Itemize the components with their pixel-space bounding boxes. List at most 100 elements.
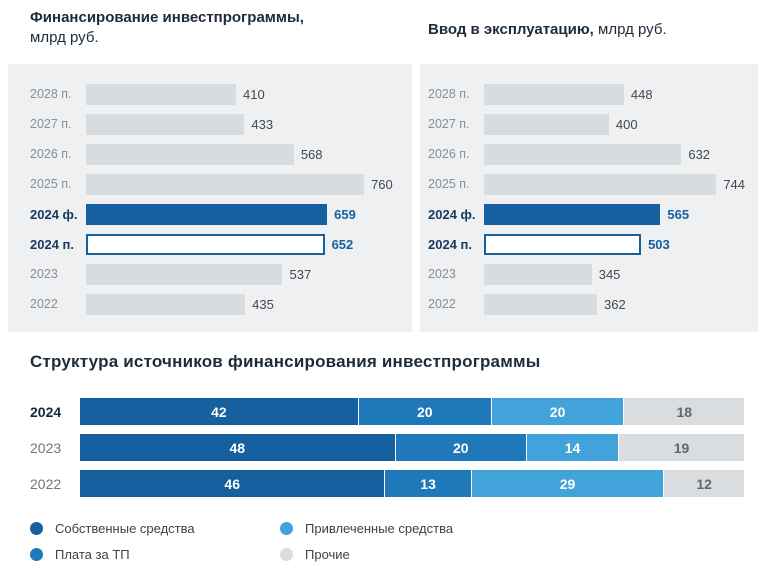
- value-label: 448: [630, 86, 653, 102]
- bar-track: 659: [86, 203, 402, 225]
- category-label: 2025 п.: [428, 177, 470, 191]
- category-label: 2024 п.: [30, 236, 74, 252]
- bar-track: 565: [484, 203, 748, 225]
- bar-track: 744: [484, 173, 748, 195]
- bar-track: 433: [86, 113, 402, 135]
- bar-row: 2024 ф. 659: [30, 199, 402, 229]
- bar-track: 410: [86, 83, 402, 105]
- category-label: 2024 ф.: [30, 206, 78, 222]
- segment: 19: [619, 434, 744, 461]
- bar-track: 503: [484, 233, 748, 255]
- bar: [484, 263, 592, 285]
- bar-row: 2026 п. 568: [30, 139, 402, 169]
- financing-title-unit: млрд руб.: [30, 28, 99, 46]
- bar-row: 2027 п. 433: [30, 109, 402, 139]
- bar-fact: [86, 203, 328, 225]
- bar-track: 760: [86, 173, 402, 195]
- commissioning-title-text: Ввод в эксплуатацию,: [428, 21, 594, 38]
- structure-plot-area: 2024 42 20 20 18 2023 48 20 14 19 2022 46 13 29 12: [30, 398, 744, 497]
- category-label: 2023: [30, 267, 58, 281]
- bar-row: 2025 п. 760: [30, 169, 402, 199]
- legend: Собственные средства Привлеченные средств…: [30, 521, 758, 562]
- legend-label: Собственные средства: [55, 521, 195, 536]
- bar-row: 2022 435: [30, 289, 402, 319]
- stacked-row: 2022 46 13 29 12: [30, 470, 744, 497]
- bar-track: 632: [484, 143, 748, 165]
- category-label: 2023: [30, 439, 62, 456]
- value-label: 410: [243, 86, 265, 102]
- bar-plan: [484, 233, 642, 255]
- commissioning-plot-area: 2028 п. 448 2027 п. 400 2026 п. 632 2025 п. 744…: [420, 64, 758, 332]
- bar-track: 448: [484, 83, 748, 105]
- bar-row: 2023 345: [428, 259, 748, 289]
- legend-dot: [30, 548, 43, 561]
- segment: 12: [664, 470, 744, 497]
- commissioning-chart-title: Ввод в эксплуатацию, млрд руб.: [420, 8, 758, 64]
- stacked-row: 2024 42 20 20 18: [30, 398, 744, 425]
- segment: 46: [80, 470, 386, 497]
- legend-label: Привлеченные средства: [305, 521, 454, 536]
- segment: 20: [395, 434, 528, 461]
- category-label: 2028 п.: [30, 87, 72, 101]
- legend-dot: [280, 522, 293, 535]
- bar-track: 362: [484, 293, 748, 315]
- category-label: 2022: [30, 297, 58, 311]
- category-label: 2027 п.: [428, 117, 470, 131]
- value-label: 503: [648, 236, 670, 252]
- value-label: 362: [604, 296, 626, 312]
- bar: [86, 263, 283, 285]
- bar-row: 2023 537: [30, 259, 402, 289]
- stacked-bar: 46 13 29 12: [80, 470, 744, 497]
- financing-chart-title: Финансирование инвестпрограммы, млрд руб…: [8, 8, 412, 64]
- bar-track: 400: [484, 113, 748, 135]
- legend-item: Прочие: [280, 547, 758, 562]
- bar-row: 2028 п. 448: [428, 79, 748, 109]
- bar-row: 2024 ф. 565: [428, 199, 748, 229]
- legend-label: Плата за ТП: [55, 547, 130, 562]
- category-label: 2022: [30, 475, 62, 492]
- category-label: 2028 п.: [428, 87, 470, 101]
- legend-item: Собственные средства: [30, 521, 280, 536]
- value-label: 345: [598, 266, 621, 282]
- segment: 18: [624, 398, 744, 425]
- bar: [484, 143, 682, 165]
- bar-row: 2026 п. 632: [428, 139, 748, 169]
- bar-fact: [484, 203, 661, 225]
- category-label: 2022: [428, 297, 456, 311]
- legend-item: Привлеченные средства: [280, 521, 758, 536]
- bar-row: 2027 п. 400: [428, 109, 748, 139]
- bar: [86, 173, 365, 195]
- value-label: 632: [688, 146, 711, 162]
- bar: [484, 173, 717, 195]
- value-label: 537: [289, 266, 312, 282]
- commissioning-chart: Ввод в эксплуатацию, млрд руб. 2028 п. 44…: [420, 8, 758, 332]
- legend-dot: [30, 522, 43, 535]
- bar: [86, 293, 246, 315]
- financing-plot-area: 2028 п. 410 2027 п. 433 2026 п. 568 2025 п. 760…: [8, 64, 412, 332]
- bar-track: 345: [484, 263, 748, 285]
- bar: [86, 113, 245, 135]
- category-label: 2026 п.: [30, 147, 72, 161]
- stacked-bar: 42 20 20 18: [80, 398, 744, 425]
- segment: 20: [358, 398, 492, 425]
- segment: 29: [471, 470, 665, 497]
- value-label: 565: [667, 206, 690, 222]
- category-label: 2026 п.: [428, 147, 470, 161]
- bar-track: 568: [86, 143, 402, 165]
- bar-row: 2024 п. 652: [30, 229, 402, 259]
- bar-row: 2025 п. 744: [428, 169, 748, 199]
- bar-row: 2022 362: [428, 289, 748, 319]
- commissioning-title-unit: млрд руб.: [598, 21, 667, 38]
- stacked-row: 2023 48 20 14 19: [30, 434, 744, 461]
- bar: [484, 293, 598, 315]
- segment: 42: [80, 398, 359, 425]
- category-label: 2024 ф.: [428, 206, 476, 222]
- stacked-bar: 48 20 14 19: [80, 434, 744, 461]
- financing-chart: Финансирование инвестпрограммы, млрд руб…: [0, 8, 412, 332]
- bar-row: 2024 п. 503: [428, 229, 748, 259]
- bar: [484, 113, 609, 135]
- value-label: 435: [252, 296, 274, 312]
- category-label: 2027 п.: [30, 117, 72, 131]
- value-label: 433: [251, 116, 274, 132]
- financing-title-text: Финансирование инвестпрограммы,: [30, 9, 304, 26]
